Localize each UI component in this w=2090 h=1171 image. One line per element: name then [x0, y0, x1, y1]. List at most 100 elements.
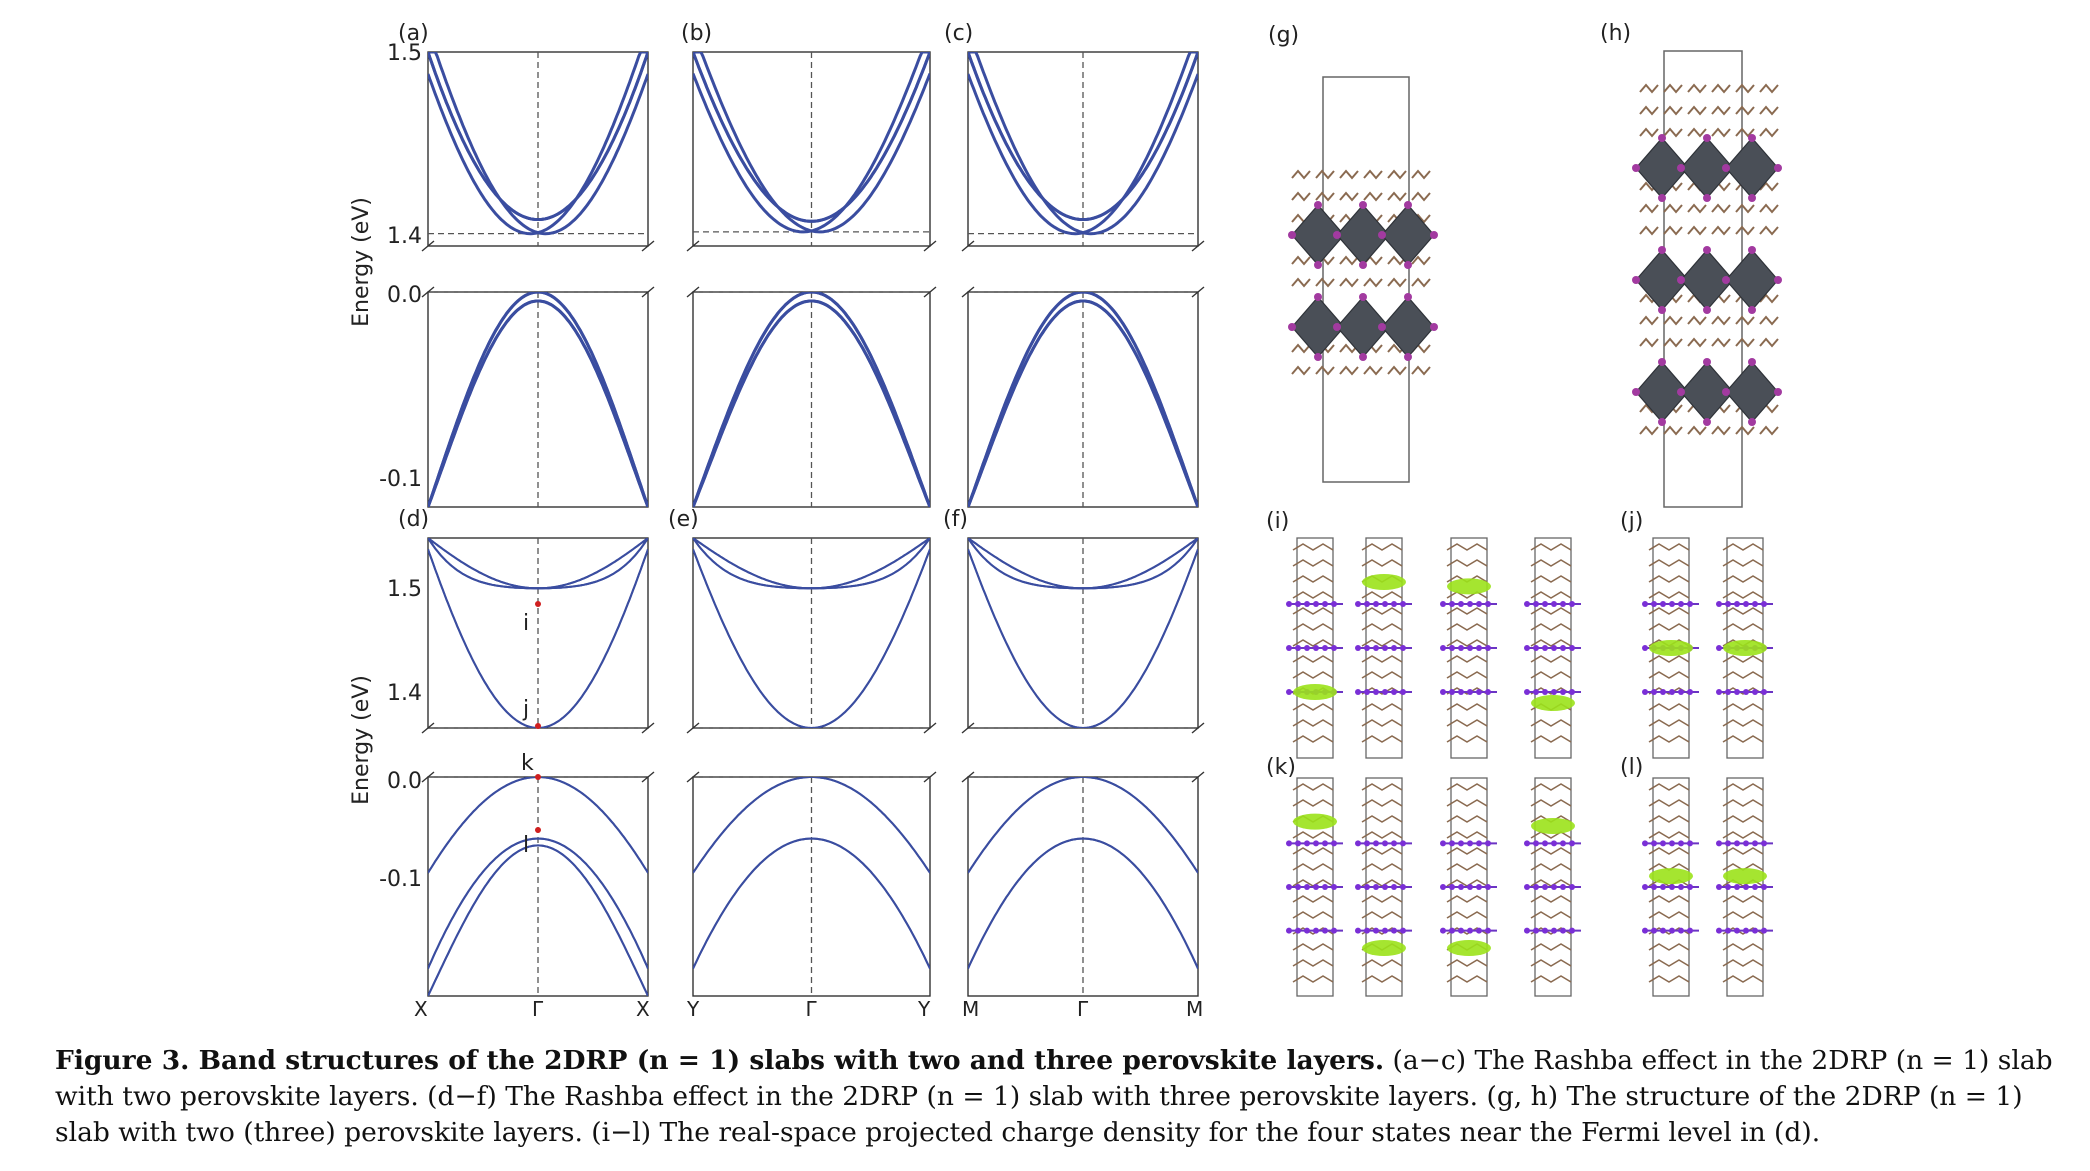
atom: [1569, 689, 1575, 695]
atom: [1331, 601, 1337, 607]
band-line: [428, 837, 648, 969]
organic-spacer: [1387, 365, 1407, 376]
atom: [1569, 601, 1575, 607]
organic-spacer: [1446, 559, 1488, 567]
density-panel-j: [1642, 537, 1773, 759]
band-line: [428, 299, 648, 507]
organic-spacer: [1735, 105, 1755, 116]
organic-spacer: [1759, 337, 1779, 348]
organic-spacer: [1639, 337, 1659, 348]
axis-break-mark: [1191, 286, 1205, 298]
atom: [1752, 884, 1758, 890]
atom: [1642, 601, 1648, 607]
organic-spacer: [1446, 623, 1488, 631]
iodine-atom: [1404, 261, 1412, 269]
atom: [1364, 645, 1370, 651]
organic-spacer: [1446, 671, 1488, 679]
atom: [1476, 645, 1482, 651]
atom: [1642, 927, 1648, 934]
x-tick-label: Γ: [1077, 997, 1089, 1021]
iodine-atom: [1703, 134, 1711, 142]
axis-break-mark: [641, 722, 655, 734]
atom: [1734, 927, 1740, 934]
iodine-atom: [1288, 323, 1296, 331]
organic-spacer: [1530, 543, 1572, 551]
organic-spacer: [1722, 831, 1764, 839]
panel-label-f: (f): [943, 507, 968, 532]
structure-panels: [1288, 50, 1782, 508]
atom: [1743, 689, 1749, 695]
organic-spacer: [1722, 575, 1764, 583]
axis-break-mark: [686, 240, 700, 252]
organic-spacer: [1722, 799, 1764, 807]
organic-spacer: [1292, 591, 1334, 599]
panel-label-g: (g): [1268, 23, 1299, 48]
band-panel-c: [961, 51, 1205, 508]
atom: [1295, 884, 1301, 890]
organic-spacer: [1361, 847, 1403, 855]
organic-spacer: [1648, 831, 1690, 839]
organic-spacer: [1363, 277, 1383, 288]
organic-spacer: [1446, 815, 1488, 823]
atom: [1560, 601, 1566, 607]
atom: [1660, 689, 1666, 695]
iodine-atom: [1677, 276, 1685, 284]
atom: [1458, 689, 1464, 695]
organic-spacer: [1446, 719, 1488, 727]
atom: [1678, 689, 1684, 695]
atom: [1524, 884, 1530, 890]
organic-spacer: [1446, 895, 1488, 903]
iodine-atom: [1288, 231, 1296, 239]
atom: [1476, 884, 1482, 890]
band-line: [428, 777, 648, 874]
octahedron: [1725, 361, 1779, 423]
density-isosurface: [1723, 868, 1767, 885]
iodine-atom: [1430, 323, 1438, 331]
band-line: [693, 777, 930, 874]
organic-spacer: [1446, 543, 1488, 551]
atom: [1295, 645, 1301, 651]
ylabel-bottom: Energy (eV): [349, 675, 374, 805]
organic-spacer: [1722, 959, 1764, 967]
atom: [1322, 645, 1328, 651]
organic-spacer: [1530, 655, 1572, 663]
organic-spacer: [1292, 575, 1334, 583]
atom: [1467, 689, 1473, 695]
atom: [1743, 927, 1749, 934]
atom: [1458, 840, 1464, 847]
organic-spacer: [1639, 225, 1659, 236]
atom: [1322, 840, 1328, 847]
iodine-atom: [1658, 306, 1666, 314]
charge-density-panels: [1286, 537, 1773, 997]
atom: [1331, 840, 1337, 847]
organic-spacer: [1361, 591, 1403, 599]
atom: [1542, 689, 1548, 695]
atom: [1743, 601, 1749, 607]
organic-spacer: [1387, 191, 1407, 202]
organic-spacer: [1759, 83, 1779, 94]
iodine-atom: [1404, 201, 1412, 209]
atom: [1322, 884, 1328, 890]
atom: [1286, 601, 1292, 607]
organic-spacer: [1648, 735, 1690, 743]
organic-spacer: [1722, 975, 1764, 983]
iodine-atom: [1677, 164, 1685, 172]
atom: [1542, 927, 1548, 934]
density-isosurface: [1362, 574, 1406, 590]
organic-spacer: [1648, 959, 1690, 967]
atom: [1382, 840, 1388, 847]
iodine-atom: [1703, 306, 1711, 314]
organic-spacer: [1530, 591, 1572, 599]
iodine-atom: [1359, 353, 1367, 361]
atom: [1382, 601, 1388, 607]
iodine-atom: [1774, 164, 1782, 172]
band-line: [693, 538, 930, 590]
organic-spacer: [1687, 127, 1707, 138]
organic-spacer: [1446, 591, 1488, 599]
organic-spacer: [1663, 315, 1683, 326]
atom: [1524, 645, 1530, 651]
organic-spacer: [1687, 337, 1707, 348]
iodine-atom: [1748, 418, 1756, 426]
band-line: [968, 52, 1198, 236]
organic-spacer: [1361, 703, 1403, 711]
